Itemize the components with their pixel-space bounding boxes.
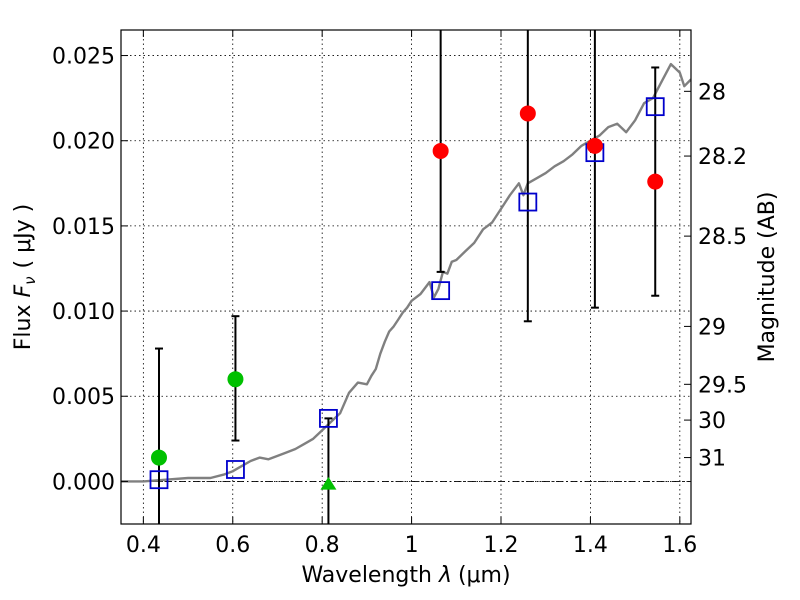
y-tick-label: 0.020 [52, 130, 115, 155]
data-point-green [151, 449, 167, 466]
x-axis-ticks: 0.4 0.6 0.8 1 1.2 1.4 1.6 [126, 30, 697, 558]
model-band-square [319, 408, 338, 428]
right-tick-label: 28.5 [698, 225, 747, 250]
data-point-red [432, 142, 449, 159]
model-band-square [518, 192, 538, 212]
x-axis-label-prefix: Wavelength [301, 563, 439, 588]
data-point-red [647, 173, 664, 190]
y-axis-label-subscript: ν [21, 276, 39, 284]
y-tick-label: 0.010 [52, 300, 115, 325]
right-tick-label: 28.2 [698, 145, 747, 170]
x-axis-label-symbol: λ [438, 563, 452, 588]
upper-limit-triangle [320, 476, 337, 490]
y-axis-label-unit: ( μJy ) [11, 204, 36, 269]
x-axis-label-unit: (μm) [458, 563, 511, 588]
right-tick-label: 29.5 [698, 373, 747, 398]
model-band-square [149, 470, 169, 490]
grid-layer [121, 30, 691, 524]
right-axis-ticks: 28 28.2 28.5 29 29.5 30 31 [684, 80, 747, 472]
model-sed-line [121, 62, 691, 483]
y-axis-label: Flux Fν ( μJy ) [11, 204, 39, 350]
y-axis-ticks: 0.000 0.005 0.010 0.015 0.020 0.025 [52, 45, 128, 495]
x-tick-label: 1 [405, 533, 419, 558]
y-tick-label: 0.015 [52, 215, 115, 240]
model-band-square [431, 281, 451, 301]
marker-layer [149, 97, 665, 490]
right-tick-label: 31 [698, 447, 726, 472]
data-point-green [227, 371, 244, 388]
data-point-red [586, 137, 603, 154]
y-axis-label-prefix: Flux [11, 297, 36, 350]
right-tick-label: 28 [698, 80, 726, 105]
x-tick-label: 0.6 [215, 533, 250, 558]
right-tick-label: 29 [698, 315, 726, 340]
x-tick-label: 1.2 [484, 533, 519, 558]
x-tick-label: 0.8 [305, 533, 340, 558]
y-tick-label: 0.000 [52, 470, 115, 495]
data-point-red [519, 105, 536, 122]
x-tick-label: 1.6 [662, 533, 697, 558]
right-axis-label: Magnitude (AB) [755, 192, 780, 363]
model-band-square [226, 460, 245, 479]
y-axis-label-symbol: F [11, 284, 36, 297]
y-tick-label: 0.005 [52, 385, 115, 410]
y-tick-label: 0.025 [52, 45, 115, 70]
x-axis-label: Wavelength λ (μm) [301, 563, 510, 588]
model-band-square [645, 97, 665, 117]
right-tick-label: 30 [698, 409, 726, 434]
errorbar-layer [155, 30, 660, 524]
x-tick-label: 0.4 [126, 533, 161, 558]
plot-frame [120, 29, 692, 525]
x-tick-label: 1.4 [573, 533, 608, 558]
